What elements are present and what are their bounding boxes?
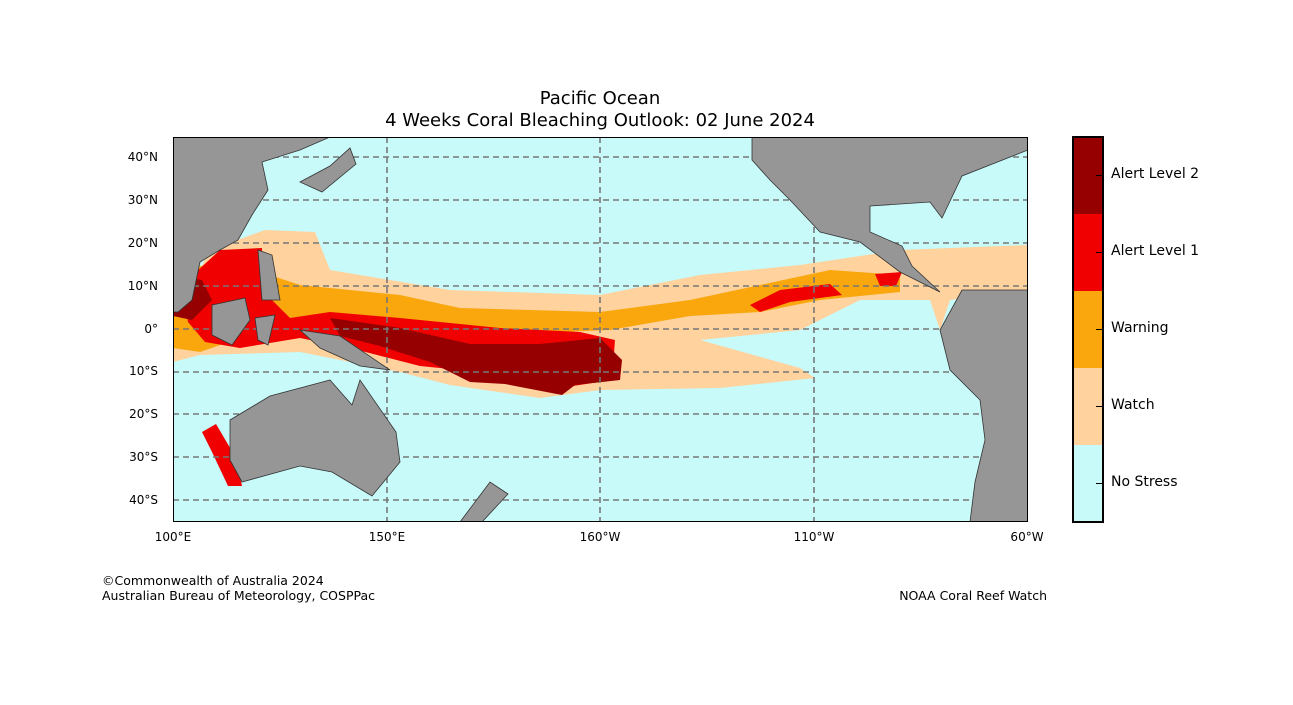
new-guinea — [298, 329, 391, 371]
lat-tick: 20°S — [129, 407, 158, 421]
lat-tick: 40°S — [129, 493, 158, 507]
philippines — [257, 249, 281, 301]
lat-tick: 30°N — [127, 193, 158, 207]
title-line-1: Pacific Ocean — [539, 88, 661, 109]
asia — [173, 137, 331, 313]
new-zealand — [459, 481, 509, 522]
legend-label: No Stress — [1111, 474, 1178, 490]
colorbar-frame — [1072, 136, 1104, 523]
credit-noaa: NOAA Coral Reef Watch — [899, 588, 1047, 603]
legend-label: Alert Level 2 — [1111, 166, 1200, 182]
lat-tick: 10°N — [127, 279, 158, 293]
credit-copyright: ©Commonwealth of Australia 2024 — [102, 573, 324, 588]
alert-level-1-region-central-america — [875, 272, 902, 286]
lat-tick: 10°S — [129, 364, 158, 378]
alert-level-1-region-east — [750, 284, 842, 312]
alert-level-2-region-central — [330, 318, 622, 395]
bleaching-map — [173, 137, 1028, 522]
lon-tick: 150°E — [368, 530, 406, 544]
lat-tick: 0° — [144, 322, 158, 336]
land — [173, 137, 1028, 522]
legend-label: Watch — [1111, 397, 1155, 413]
credit-bom: Australian Bureau of Meteorology, COSPPa… — [102, 588, 375, 603]
lon-tick: 100°E — [154, 530, 192, 544]
lon-tick: 110°W — [793, 530, 835, 544]
lon-tick: 160°W — [579, 530, 621, 544]
north-america — [751, 137, 1028, 293]
lat-tick: 40°N — [127, 150, 158, 164]
south-america — [939, 289, 1028, 522]
legend-label: Alert Level 1 — [1111, 243, 1200, 259]
legend-label: Warning — [1111, 320, 1169, 336]
colorbar — [1072, 136, 1104, 523]
borneo — [211, 297, 251, 346]
lon-tick: 60°W — [1010, 530, 1044, 544]
japan — [299, 147, 357, 193]
title-line-2: 4 Weeks Coral Bleaching Outlook: 02 June… — [385, 110, 815, 131]
sulawesi — [254, 314, 276, 346]
lat-tick: 30°S — [129, 450, 158, 464]
alert-level-1-region-australia — [202, 424, 242, 486]
lat-tick: 20°N — [127, 236, 158, 250]
australia — [229, 379, 401, 497]
